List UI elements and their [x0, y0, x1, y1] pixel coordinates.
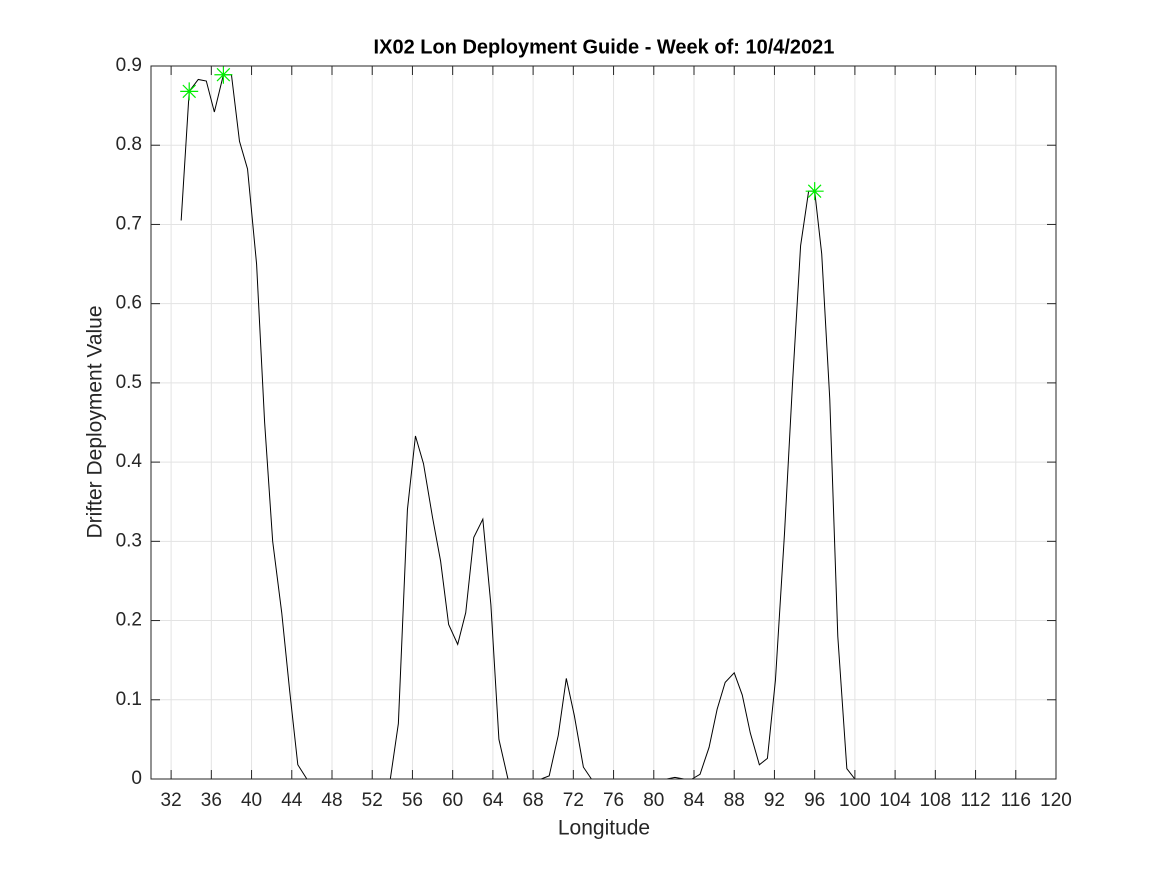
star-marker — [805, 182, 824, 201]
x-tick-label: 56 — [402, 790, 423, 811]
y-tick-label: 0.3 — [116, 530, 142, 551]
x-tick-label: 96 — [804, 790, 825, 811]
x-tick-label: 60 — [442, 790, 463, 811]
y-tick-label: 0.9 — [116, 55, 142, 76]
x-tick-label: 36 — [201, 790, 222, 811]
y-tick-label: 0.5 — [116, 372, 142, 393]
axes-box — [150, 65, 1057, 780]
star-marker — [214, 65, 233, 84]
x-tick-label: 120 — [1040, 790, 1072, 811]
x-tick-label: 40 — [241, 790, 262, 811]
x-tick-label: 68 — [523, 790, 544, 811]
y-tick-label: 0.6 — [116, 293, 142, 314]
x-tick-label: 84 — [683, 790, 705, 811]
y-axis-label: Drifter Deployment Value — [84, 305, 107, 538]
x-tick-label: 104 — [879, 790, 911, 811]
x-tick-label: 108 — [919, 790, 951, 811]
x-tick-label: 92 — [764, 790, 785, 811]
y-tick-label: 0.8 — [116, 134, 142, 155]
y-tick-label: 0.4 — [116, 451, 143, 472]
x-tick-label: 76 — [603, 790, 624, 811]
star-marker — [180, 82, 199, 101]
x-tick-label: 52 — [362, 790, 383, 811]
x-tick-label: 32 — [161, 790, 182, 811]
x-tick-label: 48 — [321, 790, 342, 811]
x-tick-label: 112 — [960, 790, 990, 811]
x-tick-label: 100 — [839, 790, 871, 811]
y-tick-label: 0.2 — [116, 610, 142, 631]
x-tick-label: 88 — [724, 790, 745, 811]
y-tick-label: 0.1 — [116, 689, 142, 710]
y-tick-label: 0 — [131, 768, 142, 789]
chart-title: IX02 Lon Deployment Guide - Week of: 10/… — [374, 36, 835, 58]
x-tick-label: 64 — [482, 790, 504, 811]
x-axis-label: Longitude — [558, 817, 650, 840]
y-tick-label: 0.7 — [116, 213, 142, 234]
x-tick-label: 116 — [1001, 790, 1031, 811]
x-tick-label: 80 — [643, 790, 664, 811]
x-tick-label: 72 — [563, 790, 584, 811]
x-tick-label: 44 — [281, 790, 303, 811]
